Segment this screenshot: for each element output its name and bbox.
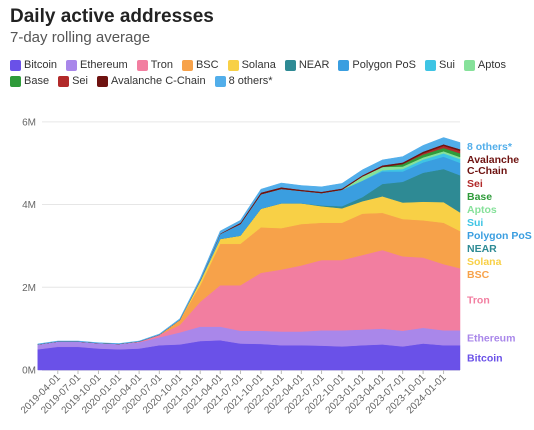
y-tick-label: 6M <box>22 117 36 128</box>
legend-label: 8 others* <box>228 75 273 87</box>
legend-item-bitcoin: Bitcoin <box>10 58 57 72</box>
legend-item-base: Base <box>10 74 49 88</box>
legend-swatch <box>214 75 226 87</box>
legend-item-bsc: BSC <box>181 58 219 72</box>
legend-label: Polygon PoS <box>352 59 417 71</box>
legend-item-8-others: 8 others* <box>214 74 273 88</box>
legend-label: Tron <box>150 59 173 71</box>
end-label-solana: Solana <box>467 256 502 268</box>
end-label-bitcoin: Bitcoin <box>467 353 503 365</box>
end-label-sei: Sei <box>467 178 483 190</box>
legend-swatch <box>96 75 108 87</box>
legend-label: Sei <box>72 75 88 87</box>
legend-swatch <box>284 59 296 71</box>
legend-swatch <box>227 59 239 71</box>
y-tick-label: 0M <box>22 366 36 377</box>
end-label-sui: Sui <box>467 217 483 229</box>
legend-item-polygon-pos: Polygon PoS <box>338 58 416 72</box>
legend-item-tron: Tron <box>136 58 173 72</box>
end-label-polygon-pos: Polygon PoS <box>467 230 532 242</box>
legend-label: Bitcoin <box>24 59 58 71</box>
legend-swatch <box>10 59 21 71</box>
end-label-near: NEAR <box>467 243 497 255</box>
end-label-tron: Tron <box>467 294 490 306</box>
area-8-others <box>37 137 461 345</box>
legend-swatch <box>66 59 78 71</box>
legend-swatch <box>181 59 193 71</box>
legend-swatch <box>58 75 70 87</box>
legend-swatch <box>338 59 350 71</box>
legend-swatch <box>425 59 437 71</box>
y-tick-label: 2M <box>22 283 36 294</box>
legend-swatch <box>10 75 21 87</box>
end-label-bsc: BSC <box>467 269 490 281</box>
end-label-8-others: 8 others* <box>467 141 513 153</box>
chart-title: Daily active addresses <box>10 6 214 27</box>
legend-item-near: NEAR <box>284 58 330 72</box>
legend-item-sei: Sei <box>58 74 88 88</box>
end-label-aptos: Aptos <box>467 204 497 216</box>
legend-label: Aptos <box>477 59 507 71</box>
legend-label: BSC <box>195 59 219 71</box>
legend-label: Ethereum <box>80 59 128 71</box>
legend-label: Base <box>24 75 50 87</box>
end-label-base: Base <box>467 191 492 203</box>
legend-item-ethereum: Ethereum <box>66 58 128 72</box>
chart-subtitle: 7-day rolling average <box>10 29 151 46</box>
legend-label: Sui <box>439 59 455 71</box>
legend-swatch <box>463 59 475 71</box>
legend-item-sui: Sui <box>425 58 455 72</box>
end-label-ethereum: Ethereum <box>467 333 515 345</box>
legend-item-solana: Solana <box>227 58 276 72</box>
legend-item-avalanche-c-chain: Avalanche C-Chain <box>96 74 206 88</box>
legend-label: Solana <box>241 59 276 71</box>
y-tick-label: 4M <box>22 200 36 211</box>
chart-legend: Bitcoin Ethereum Tron BSC Solana NEAR Polygon … <box>10 58 525 88</box>
legend-swatch <box>136 59 148 71</box>
legend-label: Avalanche C-Chain <box>110 75 206 87</box>
end-label-avalanche-c-chain: Avalanche C-Chain <box>467 154 519 177</box>
legend-item-aptos: Aptos <box>463 58 507 72</box>
legend-label: NEAR <box>298 59 330 71</box>
